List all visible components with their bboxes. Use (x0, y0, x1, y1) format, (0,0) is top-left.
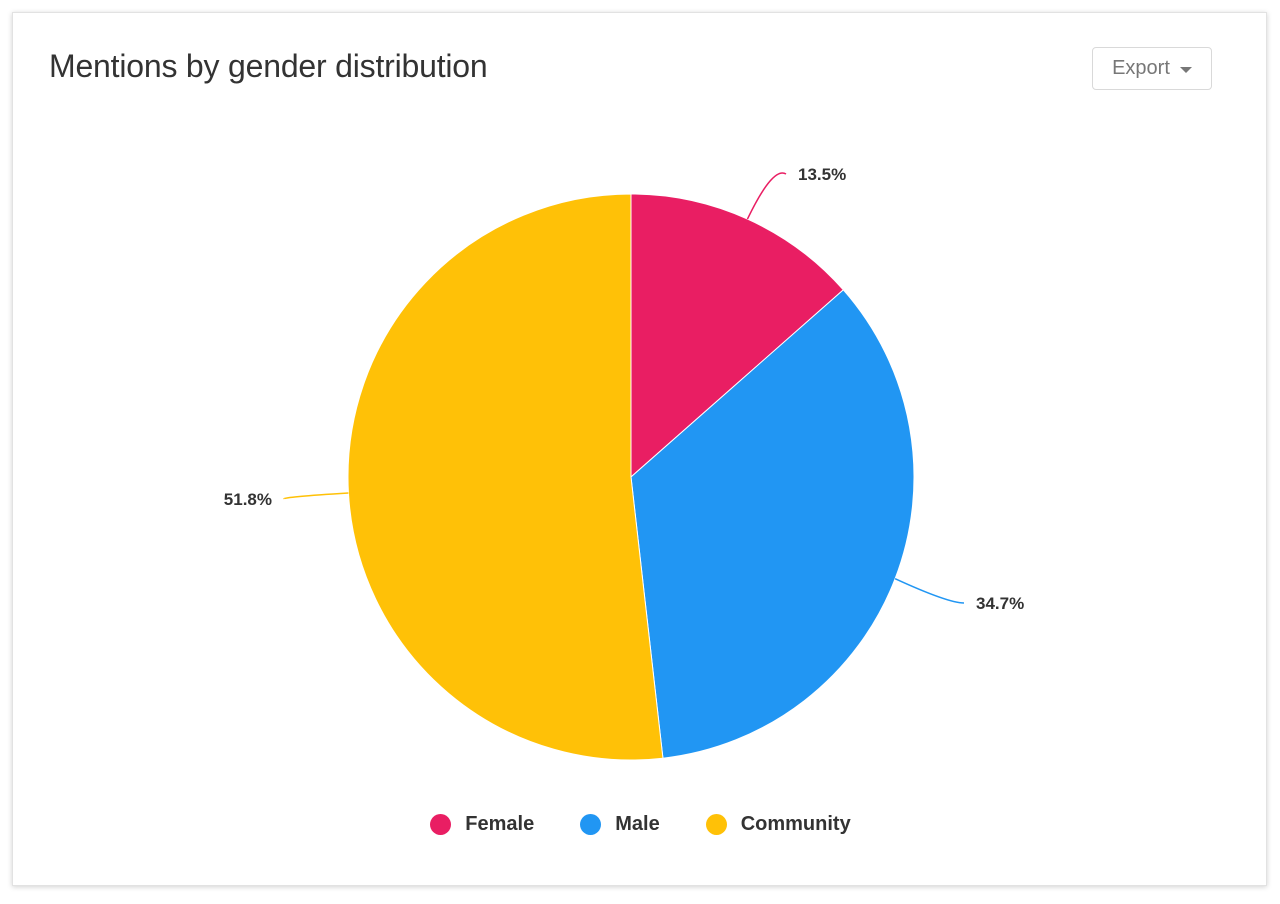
legend-label: Female (465, 813, 535, 835)
legend-item-community[interactable]: Community (705, 813, 851, 836)
label-connector (283, 492, 349, 500)
export-button[interactable]: Export (1092, 47, 1212, 90)
export-label: Export (1112, 57, 1170, 79)
legend-item-male[interactable]: Male (580, 813, 660, 836)
pie-slice-male[interactable] (630, 289, 915, 759)
female-color-dot-icon (430, 814, 452, 835)
pie-slice-community[interactable] (347, 193, 664, 761)
label-connector (894, 578, 965, 604)
pie-slice-female[interactable] (630, 193, 844, 479)
legend-label: Male (615, 813, 660, 835)
legend-item-female[interactable]: Female (430, 813, 534, 836)
caret-down-icon (1179, 66, 1192, 73)
legend-label: Community (740, 813, 851, 835)
chart-card: Mentions by gender distribution Export 1… (12, 12, 1267, 886)
data-label-female: 13.5% (798, 165, 846, 184)
data-label-community: 51.8% (224, 490, 272, 509)
label-connector (746, 172, 787, 220)
male-color-dot-icon (580, 814, 602, 835)
chart-legend: Female Male Community (13, 813, 1268, 836)
chart-title: Mentions by gender distribution (49, 48, 488, 84)
pie-chart: 13.5% 34.7% 51.8% (224, 165, 1024, 761)
community-color-dot-icon (705, 814, 727, 835)
data-label-male: 34.7% (976, 594, 1024, 613)
